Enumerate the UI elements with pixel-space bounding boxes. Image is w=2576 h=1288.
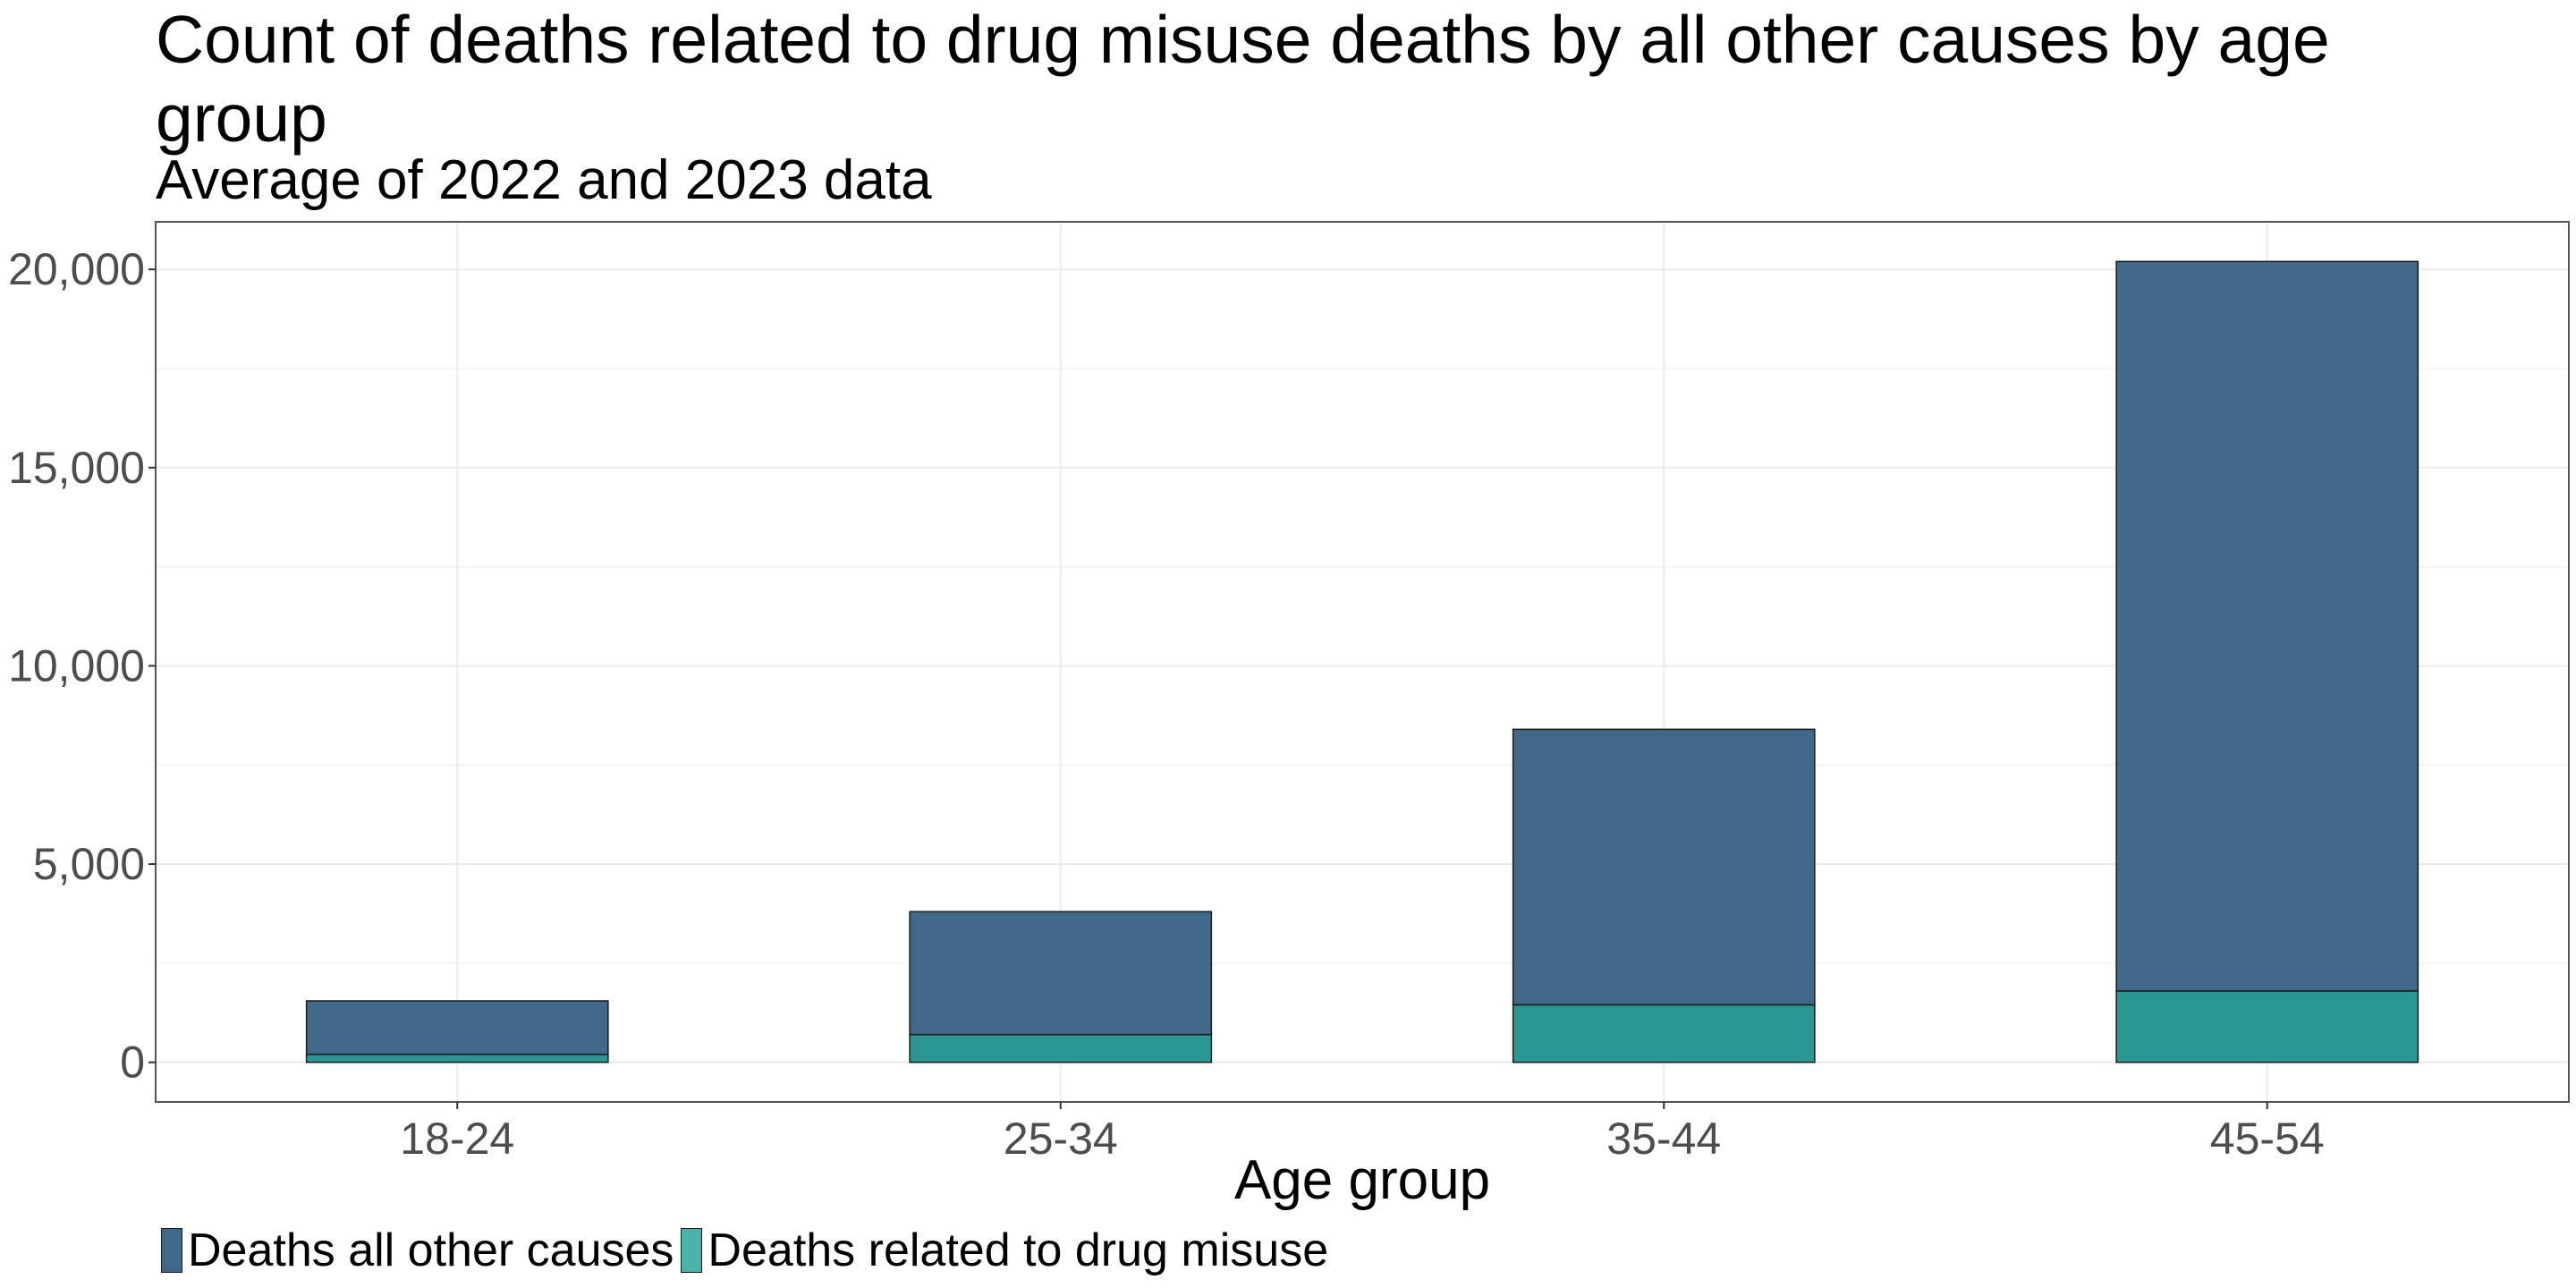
bar-18-24-drug-misuse bbox=[305, 1054, 609, 1063]
legend-label-other-causes: Deaths all other causes bbox=[188, 1224, 674, 1276]
chart-subtitle: Average of 2022 and 2023 data bbox=[156, 149, 932, 211]
bar-25-34-drug-misuse bbox=[909, 1033, 1213, 1063]
x-tick-label: 35-44 bbox=[1606, 1114, 1721, 1164]
x-tick-label: 45-54 bbox=[2210, 1114, 2325, 1164]
x-tick-label: 25-34 bbox=[1004, 1114, 1118, 1164]
bar-18-24-other-causes bbox=[305, 1000, 609, 1055]
legend-item-drug-misuse: Deaths related to drug misuse bbox=[681, 1224, 1328, 1277]
legend: Deaths all other causes Deaths related t… bbox=[161, 1224, 1335, 1277]
y-tick-label: 15,000 bbox=[8, 443, 145, 493]
x-axis-label: Age group bbox=[1234, 1149, 1490, 1211]
legend-item-other-causes: Deaths all other causes bbox=[161, 1224, 674, 1277]
plot-panel-border bbox=[155, 221, 2570, 1103]
bar-35-44-other-causes bbox=[1512, 728, 1816, 1006]
bar-45-54-drug-misuse bbox=[2115, 990, 2419, 1063]
y-tick-label: 20,000 bbox=[8, 244, 145, 294]
bar-45-54-other-causes bbox=[2115, 260, 2419, 992]
chart-title: Count of deaths related to drug misuse d… bbox=[156, 2, 2330, 156]
y-tick-label: 5,000 bbox=[33, 839, 145, 889]
legend-swatch-drug-misuse bbox=[681, 1228, 703, 1273]
legend-label-drug-misuse: Deaths related to drug misuse bbox=[708, 1224, 1329, 1276]
bars bbox=[305, 260, 2419, 1063]
y-tick-label: 0 bbox=[120, 1038, 145, 1088]
bar-35-44-drug-misuse bbox=[1512, 1004, 1816, 1063]
bar-25-34-other-causes bbox=[909, 911, 1213, 1036]
y-tick-label: 10,000 bbox=[8, 640, 145, 691]
y-axis-ticks: 0 5,000 10,000 15,000 20,000 bbox=[8, 244, 156, 1088]
legend-swatch-other-causes bbox=[161, 1228, 182, 1273]
x-tick-label: 18-24 bbox=[400, 1114, 514, 1164]
x-axis-ticks: 18-24 25-34 35-44 45-54 bbox=[400, 1102, 2325, 1164]
